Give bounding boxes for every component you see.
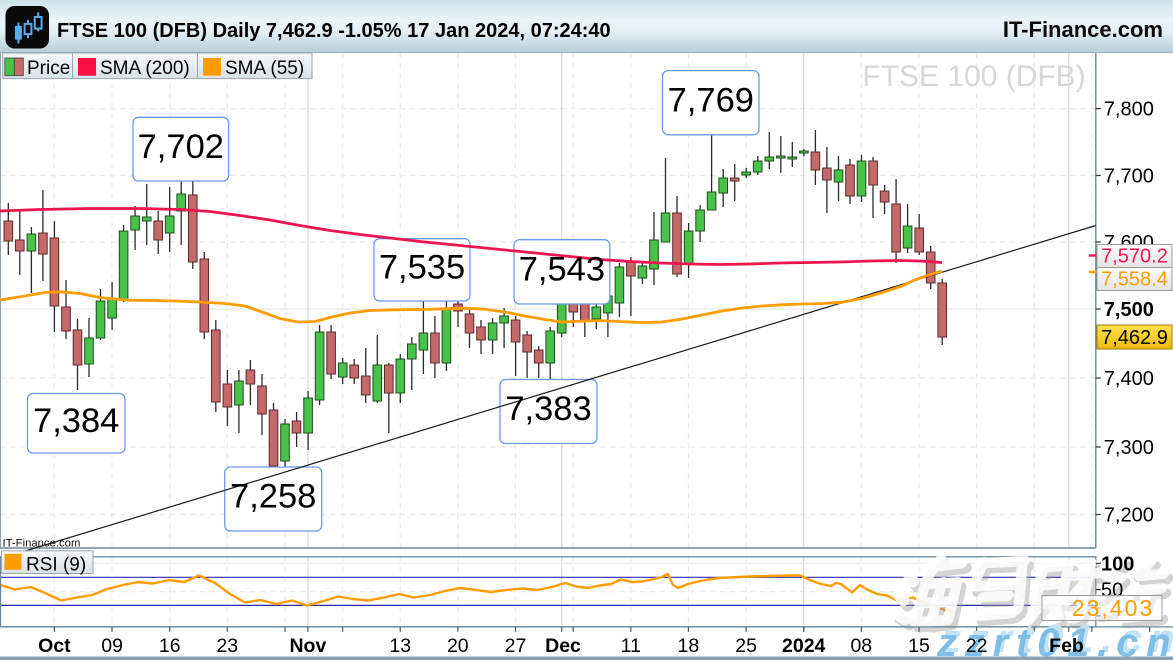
svg-text:Dec: Dec	[545, 635, 581, 657]
svg-text:SMA (55): SMA (55)	[225, 58, 304, 79]
svg-text:zzrt01.cn: zzrt01.cn	[940, 617, 1173, 660]
svg-text:7,535: 7,535	[379, 249, 465, 287]
svg-text:Feb: Feb	[1049, 635, 1084, 657]
svg-text:IT-Finance.com: IT-Finance.com	[3, 538, 81, 550]
svg-text:27: 27	[505, 635, 527, 657]
svg-text:zzrt01.cn: zzrt01.cn	[936, 621, 1173, 660]
svg-text:SMA (200): SMA (200)	[100, 58, 190, 79]
svg-text:Oct: Oct	[38, 635, 71, 657]
svg-text:7,702: 7,702	[138, 128, 224, 166]
svg-text:18: 18	[678, 635, 700, 657]
svg-text:23,403: 23,403	[1072, 595, 1154, 621]
svg-text:2024: 2024	[782, 635, 826, 657]
svg-text:25: 25	[735, 635, 757, 657]
svg-text:7,300: 7,300	[1104, 437, 1154, 459]
svg-text:7,400: 7,400	[1104, 368, 1154, 390]
svg-text:22: 22	[966, 635, 988, 657]
svg-text:FTSE 100 (DFB) Daily 7,462.9 -: FTSE 100 (DFB) Daily 7,462.9 -1.05% 17 J…	[57, 20, 611, 42]
svg-text:100: 100	[1101, 554, 1134, 576]
svg-text:Price: Price	[27, 58, 70, 79]
svg-text:20: 20	[447, 635, 469, 657]
svg-text:7,800: 7,800	[1104, 99, 1154, 121]
svg-text:7,558.4: 7,558.4	[1101, 269, 1168, 291]
svg-text:7,462.9: 7,462.9	[1101, 327, 1168, 349]
svg-text:7,570.2: 7,570.2	[1101, 246, 1168, 268]
svg-text:15: 15	[908, 635, 930, 657]
svg-text:13: 13	[389, 635, 411, 657]
svg-text:7,500: 7,500	[1104, 299, 1154, 321]
svg-text:IT-Finance.com: IT-Finance.com	[1003, 17, 1163, 42]
svg-text:7,543: 7,543	[519, 251, 605, 289]
svg-text:Nov: Nov	[289, 635, 326, 657]
svg-text:08: 08	[850, 635, 872, 657]
svg-text:7,200: 7,200	[1104, 505, 1154, 527]
svg-text:7,769: 7,769	[668, 81, 754, 119]
svg-text:09: 09	[101, 635, 123, 657]
svg-text:7,383: 7,383	[505, 390, 591, 428]
svg-text:23: 23	[216, 635, 238, 657]
svg-text:7,384: 7,384	[33, 402, 119, 440]
svg-text:RSI (9): RSI (9)	[26, 554, 86, 575]
svg-text:7,700: 7,700	[1104, 166, 1154, 188]
svg-text:FTSE 100 (DFB): FTSE 100 (DFB)	[862, 60, 1085, 93]
svg-text:16: 16	[159, 635, 181, 657]
svg-text:11: 11	[621, 635, 641, 657]
svg-text:7,258: 7,258	[230, 478, 316, 516]
